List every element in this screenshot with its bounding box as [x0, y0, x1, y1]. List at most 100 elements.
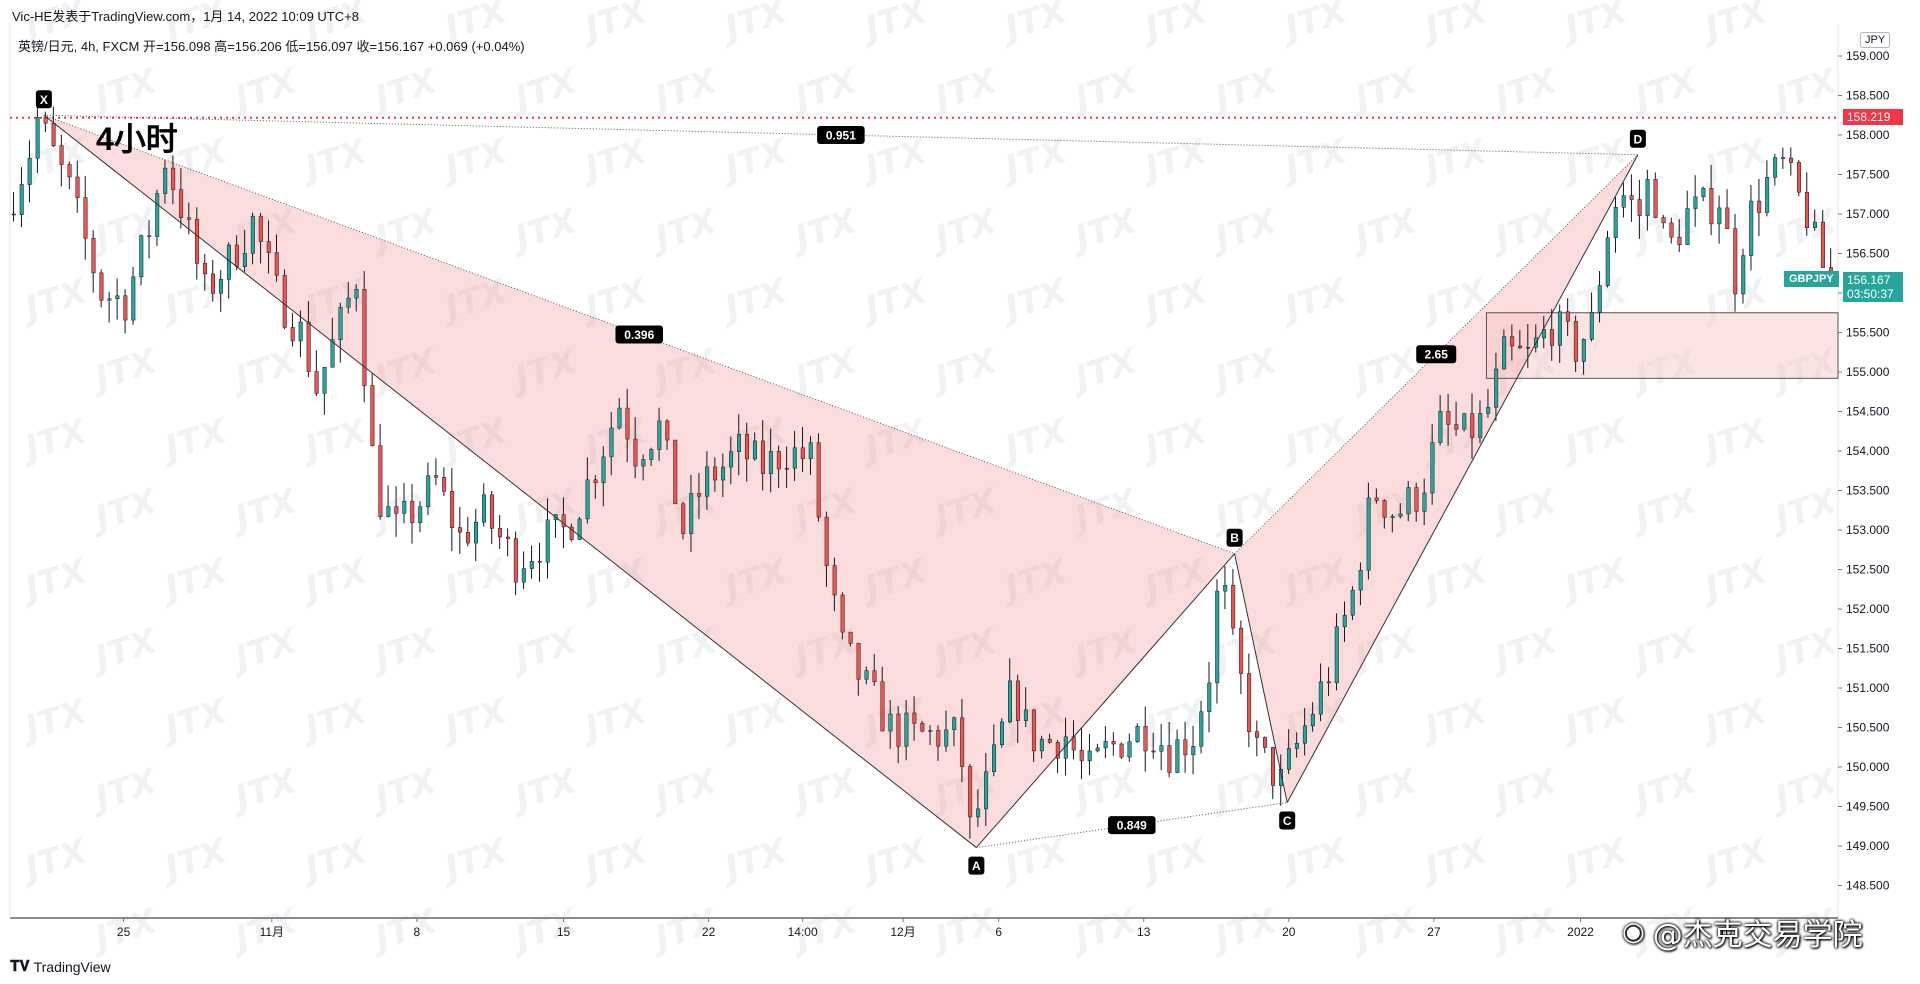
candle-up — [577, 518, 582, 540]
y-tick-label: 154.500 — [1846, 405, 1890, 419]
candle-down — [99, 272, 104, 301]
candle-up — [768, 450, 773, 474]
candle-down — [1573, 321, 1578, 362]
watermark-mark: JTX — [715, 831, 794, 891]
candle-up — [346, 297, 351, 308]
candle-down — [203, 263, 208, 275]
watermark-mark: JTX — [1415, 551, 1494, 611]
symbol-legend[interactable]: 英镑/日元, 4h, FXCM 开=156.098 高=156.206 低=15… — [18, 39, 525, 54]
candle-up — [1191, 746, 1196, 756]
candle-down — [673, 439, 678, 505]
x-tick-label: 10 — [1719, 925, 1733, 939]
candle-up — [984, 771, 989, 810]
candle-down — [832, 565, 837, 596]
candle-down — [1629, 195, 1634, 200]
watermark-mark: JTX — [225, 761, 304, 821]
candle-up — [609, 427, 614, 458]
candle-up — [1318, 681, 1323, 715]
weibo-icon: ◉ — [1622, 917, 1645, 947]
candle-down — [633, 438, 638, 467]
candle-down — [466, 531, 471, 544]
watermark-mark: JTX — [1485, 481, 1564, 541]
candle-down — [75, 176, 80, 198]
watermark-mark: JTX — [785, 341, 864, 401]
ratio-label-box — [1416, 345, 1457, 364]
candle-up — [585, 479, 590, 520]
candle-down — [1446, 411, 1451, 425]
pattern-leg-cd — [1286, 154, 1639, 803]
candle-up — [1422, 492, 1427, 512]
candle-down — [1079, 749, 1084, 762]
candle-down — [681, 503, 686, 535]
watermark-mark: JTX — [1205, 61, 1284, 121]
watermark-mark: JTX — [435, 691, 514, 751]
watermark-mark: JTX — [295, 411, 374, 471]
tradingview-logo[interactable]: 𝐓𝐕 TradingView — [10, 958, 111, 975]
candle-up — [1294, 742, 1299, 749]
candle-down — [306, 321, 311, 372]
watermark-mark: JTX — [155, 411, 234, 471]
candle-up — [1159, 745, 1164, 752]
candle-down — [1015, 680, 1020, 721]
watermark-mark: JTX — [295, 551, 374, 611]
watermark-mark: JTX — [1625, 61, 1704, 121]
candle-up — [1581, 339, 1586, 362]
candle-up — [1199, 711, 1204, 747]
watermark-mark: JTX — [1345, 901, 1424, 961]
watermark-mark: JTX — [85, 61, 164, 121]
candle-down — [67, 164, 72, 178]
candle-up — [27, 157, 32, 185]
candle-up — [386, 506, 391, 517]
watermark-mark: JTX — [715, 131, 794, 191]
candle-up — [322, 366, 327, 394]
candle-up — [481, 494, 486, 523]
candle-up — [1366, 497, 1371, 571]
x-tick-label: 2022 — [1567, 925, 1594, 939]
watermark-mark: JTX — [225, 341, 304, 401]
watermark-mark: JTX — [1765, 621, 1844, 681]
candle-down — [593, 479, 598, 483]
y-tick-label: 153.000 — [1846, 523, 1890, 537]
watermark-mark: JTX — [1135, 271, 1214, 331]
candle-up — [1023, 709, 1028, 721]
candle-down — [394, 506, 399, 514]
bar-countdown: 03:50:37 — [1847, 286, 1894, 301]
candle-up — [131, 276, 136, 321]
candle-down — [1055, 742, 1060, 759]
watermark-mark: JTX — [1275, 831, 1354, 891]
watermark-mark: JTX — [575, 131, 654, 191]
candle-up — [1478, 413, 1483, 438]
candle-up — [139, 235, 144, 278]
candle-down — [1454, 424, 1459, 430]
y-tick-label: 157.000 — [1846, 207, 1890, 221]
candle-down — [880, 681, 885, 732]
candle-down — [171, 167, 176, 190]
timeframe-annotation: 4小时 — [96, 121, 178, 157]
watermark-mark: JTX — [1485, 761, 1564, 821]
candle-down — [187, 217, 192, 220]
candle-down — [1518, 345, 1523, 349]
watermark-mark: JTX — [15, 411, 94, 471]
watermark-mark: JTX — [1345, 201, 1424, 261]
watermark-mark: JTX — [715, 691, 794, 751]
candle-down — [1781, 157, 1786, 159]
y-tick-label: 150.000 — [1846, 760, 1890, 774]
watermark-mark: JTX — [1135, 131, 1214, 191]
candle-down — [569, 526, 574, 540]
candle-up — [1621, 195, 1626, 208]
pattern-point-label: D — [1634, 132, 1643, 146]
candle-down — [912, 712, 917, 724]
candle-up — [298, 321, 303, 342]
watermark-mark: JTX — [855, 831, 934, 891]
ratio-label: 2.65 — [1425, 348, 1449, 362]
watermark-mark: JTX — [295, 831, 374, 891]
watermark-mark: JTX — [645, 901, 724, 961]
candle-down — [1263, 737, 1268, 748]
candle-down — [1661, 217, 1666, 224]
candle-up — [529, 560, 534, 569]
watermark-mark: JTX — [1485, 61, 1564, 121]
pattern-point-label: B — [1230, 531, 1239, 545]
currency-badge[interactable]: JPY — [1860, 32, 1891, 48]
candle-up — [864, 670, 869, 680]
